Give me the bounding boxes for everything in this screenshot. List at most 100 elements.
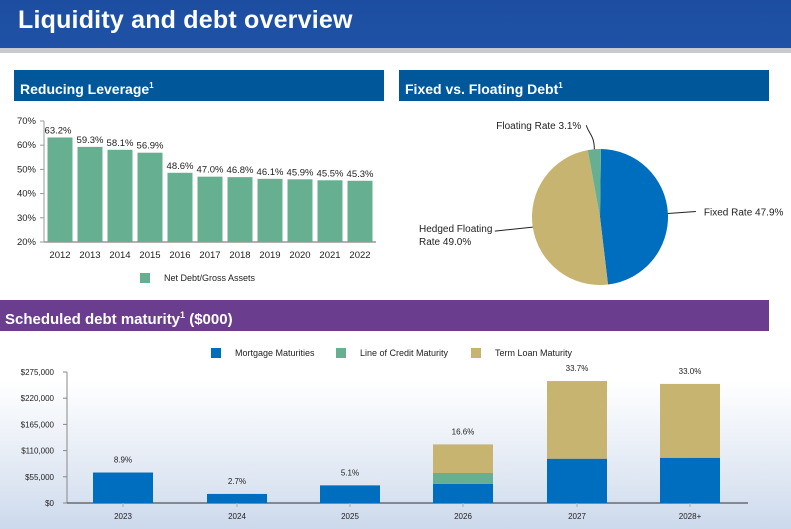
y-tick-label: $165,000	[21, 420, 55, 429]
x-tick-label: 2019	[259, 250, 280, 261]
maturity-legend-line-of-credit: Line of Credit Maturity	[336, 348, 448, 358]
maturity-unit: ($000)	[189, 311, 233, 328]
bar-2018	[227, 177, 253, 242]
pie-slice-floating-rate	[587, 149, 601, 217]
page-title: Liquidity and debt overview	[18, 6, 353, 34]
x-tick-label: 2013	[79, 250, 100, 261]
y-tick-label: $275,000	[21, 368, 55, 377]
maturity-legend-term-loan: Term Loan Maturity	[471, 348, 572, 358]
data-label: 45.3%	[347, 169, 374, 180]
y-tick-label: 70%	[17, 116, 37, 127]
x-tick-label: 2023	[114, 512, 132, 521]
x-tick-label: 2027	[568, 512, 586, 521]
bar-2014	[107, 149, 133, 242]
legend-swatch-line-of-credit	[336, 348, 346, 358]
banner-divider	[0, 48, 791, 53]
bar-segment-2024-mortgage-maturities	[207, 493, 267, 503]
bar-2020	[287, 179, 313, 242]
data-label: 58.1%	[107, 138, 134, 149]
data-label: 8.9%	[114, 456, 132, 465]
y-tick-label: 30%	[17, 213, 37, 224]
bar-2015	[137, 152, 163, 242]
bar-2013	[77, 146, 103, 242]
bar-segment-2026-term-loan-maturity	[433, 444, 493, 473]
data-label: 56.9%	[137, 141, 164, 152]
x-tick-label: 2024	[228, 512, 246, 521]
maturity-legend-mortgage: Mortgage Maturities	[211, 348, 315, 358]
x-tick-label: 2028+	[679, 512, 702, 521]
bar-2019	[257, 178, 283, 242]
legend-swatch-net-debt	[140, 273, 150, 283]
footnote-marker: 1	[558, 81, 563, 90]
bar-segment-2023-mortgage-maturities	[93, 472, 153, 503]
x-tick-label: 2020	[289, 250, 310, 261]
bar-2022	[347, 180, 373, 242]
fixed-floating-section-title: Fixed vs. Floating Debt	[405, 81, 559, 97]
y-tick-label: $110,000	[21, 447, 54, 456]
x-tick-label: 2021	[319, 250, 340, 261]
bar-segment-2025-mortgage-maturities	[320, 485, 380, 503]
x-tick-label: 2016	[169, 250, 190, 261]
legend-label-line-of-credit: Line of Credit Maturity	[360, 348, 449, 358]
y-tick-label: 50%	[17, 164, 37, 175]
bar-segment-2028+-mortgage-maturities	[660, 457, 720, 503]
y-tick-label: 60%	[17, 140, 37, 151]
maturity-stacked-bar-chart: $0 $55,000 $110,000 $165,000 $220,000 $275,00…	[21, 364, 748, 521]
y-tick-label: $0	[45, 499, 54, 508]
legend-label-term-loan: Term Loan Maturity	[495, 348, 573, 358]
bar-segment-2027-term-loan-maturity	[547, 381, 607, 459]
leverage-bar-chart: 20% 30% 40% 50% 60% 70% 63.2% 2012 59.3% 2013 58.1…	[17, 116, 376, 261]
title-banner	[0, 0, 791, 48]
x-tick-label: 2022	[349, 250, 370, 261]
leader-line	[667, 210, 696, 214]
maturity-section-title: Scheduled debt maturity	[5, 311, 181, 328]
data-label: 33.7%	[566, 364, 589, 373]
bar-segment-2028+-term-loan-maturity	[660, 383, 720, 458]
legend-swatch-mortgage	[211, 348, 221, 358]
bar-2021	[317, 180, 343, 242]
footnote-marker: 1	[180, 310, 186, 320]
data-label: 45.5%	[317, 168, 344, 179]
legend-swatch-term-loan	[471, 348, 481, 358]
pie-label-hedged-line1: Hedged Floating	[419, 224, 492, 235]
y-tick-label: $220,000	[21, 394, 55, 403]
x-tick-label: 2026	[454, 512, 472, 521]
pie-label-floating-rate: Floating Rate 3.1%	[496, 121, 581, 132]
bar-2017	[197, 176, 223, 242]
leverage-section-title: Reducing Leverage	[20, 81, 150, 97]
bar-2012	[47, 137, 73, 242]
footnote-marker: 1	[149, 81, 154, 90]
data-label: 63.2%	[45, 125, 72, 136]
fixed-floating-section-header: Fixed vs. Floating Debt1	[399, 70, 769, 101]
pie-slice-hedged-floating-rate	[532, 150, 609, 285]
pie-label-fixed-rate: Fixed Rate 47.9%	[704, 207, 784, 218]
data-label: 59.3%	[77, 135, 104, 146]
bar-segment-2026-mortgage-maturities	[433, 483, 493, 503]
x-tick-label: 2014	[109, 250, 130, 261]
data-label: 46.8%	[227, 165, 254, 176]
y-tick-label: 20%	[17, 237, 37, 248]
data-label: 45.9%	[287, 167, 314, 178]
pie-label-hedged-line2: Rate 49.0%	[419, 237, 471, 248]
data-label: 16.6%	[452, 427, 475, 436]
x-tick-label: 2012	[49, 250, 70, 261]
data-label: 2.7%	[228, 477, 246, 486]
x-tick-label: 2017	[199, 250, 220, 261]
bar-2016	[167, 172, 193, 242]
leverage-legend: Net Debt/Gross Assets	[140, 273, 255, 283]
x-tick-label: 2018	[229, 250, 250, 261]
bar-segment-2027-mortgage-maturities	[547, 458, 607, 503]
leader-line	[494, 226, 533, 232]
legend-label-net-debt: Net Debt/Gross Assets	[164, 273, 256, 283]
bar-segment-2026-line-of-credit-maturity	[433, 472, 493, 484]
maturity-section-header: Scheduled debt maturity1 ($000)	[0, 300, 769, 331]
data-label: 5.1%	[341, 468, 359, 477]
y-tick-label: $55,000	[25, 473, 54, 482]
legend-label-mortgage: Mortgage Maturities	[235, 348, 315, 358]
data-label: 33.0%	[679, 367, 702, 376]
y-tick-label: 40%	[17, 189, 37, 200]
data-label: 48.6%	[167, 161, 194, 172]
leverage-section-header: Reducing Leverage1	[14, 70, 384, 101]
data-label: 47.0%	[197, 165, 224, 176]
pie-slice-fixed-rate	[600, 149, 668, 285]
